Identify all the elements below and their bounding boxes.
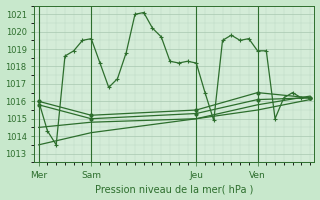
X-axis label: Pression niveau de la mer( hPa ): Pression niveau de la mer( hPa ) (95, 184, 253, 194)
